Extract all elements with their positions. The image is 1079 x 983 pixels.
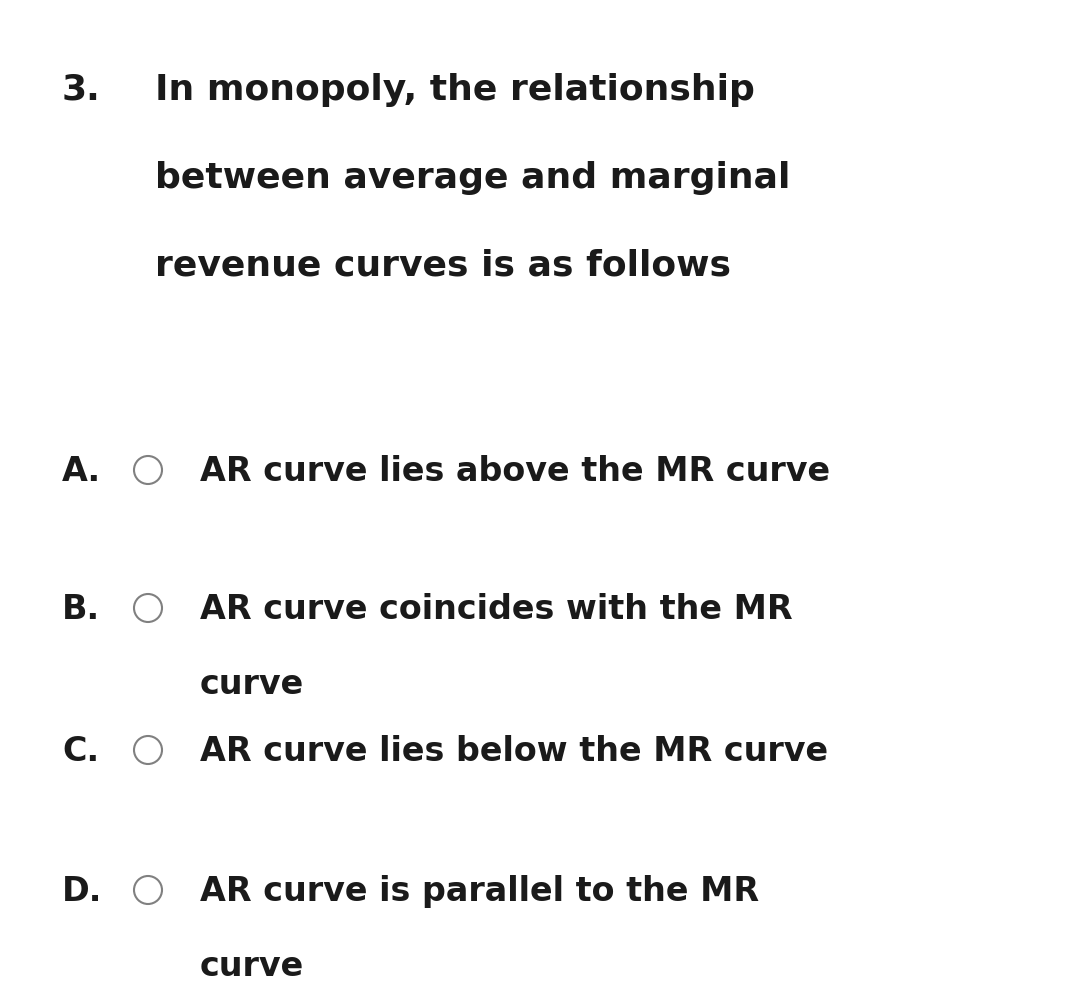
Text: C.: C.: [62, 735, 99, 768]
Text: 3.: 3.: [62, 73, 100, 107]
Text: AR curve is parallel to the MR: AR curve is parallel to the MR: [200, 875, 760, 908]
Text: In monopoly, the relationship: In monopoly, the relationship: [155, 73, 755, 107]
Text: curve: curve: [200, 668, 304, 701]
Text: A.: A.: [62, 455, 101, 488]
Text: AR curve lies below the MR curve: AR curve lies below the MR curve: [200, 735, 828, 768]
Text: revenue curves is as follows: revenue curves is as follows: [155, 249, 730, 283]
Text: B.: B.: [62, 593, 100, 626]
Text: AR curve lies above the MR curve: AR curve lies above the MR curve: [200, 455, 830, 488]
Text: between average and marginal: between average and marginal: [155, 161, 791, 195]
Text: D.: D.: [62, 875, 103, 908]
Text: curve: curve: [200, 950, 304, 983]
Text: AR curve coincides with the MR: AR curve coincides with the MR: [200, 593, 793, 626]
